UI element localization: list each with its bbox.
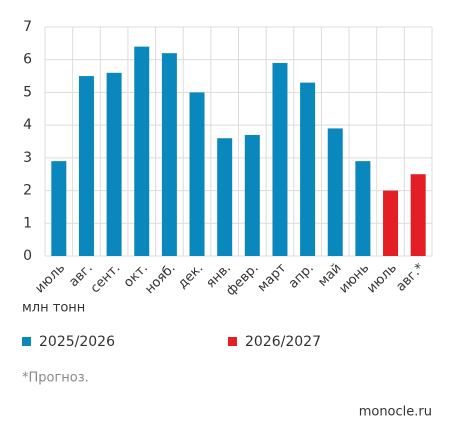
bar bbox=[134, 46, 150, 256]
legend-swatch bbox=[22, 337, 31, 346]
y-tick-label: 0 bbox=[23, 248, 32, 264]
bar bbox=[106, 72, 122, 256]
y-tick-label: 5 bbox=[23, 84, 32, 100]
x-tick-label: июль bbox=[364, 261, 400, 297]
bar bbox=[217, 138, 233, 256]
x-tick-label: дек. bbox=[175, 261, 206, 292]
bar bbox=[78, 76, 94, 256]
legend-label: 2026/2027 bbox=[245, 334, 321, 350]
x-tick-label: авг.* bbox=[393, 260, 427, 294]
legend-swatch bbox=[228, 337, 237, 346]
bar bbox=[51, 161, 67, 256]
legend-label: 2025/2026 bbox=[39, 334, 115, 350]
bar bbox=[244, 134, 260, 256]
y-axis-label: млн тонн bbox=[22, 301, 85, 316]
bar bbox=[300, 82, 316, 256]
x-tick-label: март bbox=[255, 260, 290, 295]
bar bbox=[355, 161, 371, 256]
source: monocle.ru bbox=[359, 405, 432, 420]
x-tick-label: апр. bbox=[286, 261, 317, 292]
x-tick-label: сент. bbox=[88, 261, 124, 297]
bar bbox=[272, 62, 288, 256]
x-tick-label: нояб. bbox=[142, 261, 178, 297]
bar bbox=[189, 92, 205, 256]
bar bbox=[410, 174, 426, 256]
y-tick-label: 1 bbox=[23, 215, 32, 231]
y-tick-label: 2 bbox=[23, 183, 32, 199]
x-tick-label: июль bbox=[33, 261, 69, 297]
bar bbox=[383, 190, 399, 256]
x-tick-label: июнь bbox=[336, 261, 372, 297]
y-tick-label: 7 bbox=[23, 19, 32, 35]
bar bbox=[161, 53, 177, 256]
y-tick-label: 6 bbox=[23, 52, 32, 68]
note: *Прогноз. bbox=[22, 371, 89, 386]
y-tick-label: 4 bbox=[23, 117, 32, 133]
bar bbox=[327, 128, 343, 256]
y-tick-label: 3 bbox=[23, 150, 32, 166]
